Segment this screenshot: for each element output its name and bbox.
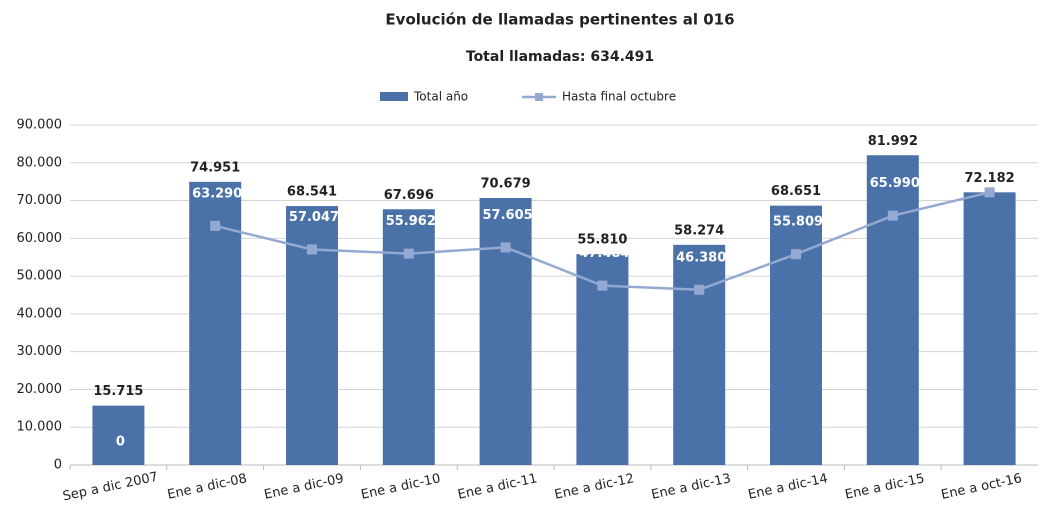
line-value-label: 65.990	[870, 176, 920, 191]
line-value-label: 57.047	[289, 210, 339, 225]
chart-title: Evolución de llamadas pertinentes al 016	[385, 11, 734, 29]
y-tick-label: 90.000	[17, 118, 63, 133]
y-tick-label: 60.000	[17, 231, 63, 246]
y-tick-label: 40.000	[17, 306, 63, 321]
x-tick-label: Ene a dic-13	[650, 471, 732, 503]
x-tick-label: Sep a dic 2007	[61, 470, 159, 505]
y-tick-label: 0	[54, 458, 62, 473]
line-marker	[500, 242, 511, 253]
line-marker	[403, 248, 414, 259]
legend-label: Total año	[413, 90, 468, 104]
legend-label: Hasta final octubre	[562, 90, 676, 104]
line-value-label: 63.290	[192, 186, 242, 201]
bar	[963, 192, 1016, 465]
x-tick-label: Ene a dic-11	[456, 471, 538, 503]
bar-value-label: 67.696	[384, 188, 434, 203]
bar-value-label: 68.651	[771, 184, 821, 199]
line-marker	[210, 220, 221, 231]
line-value-label: 0	[116, 435, 125, 450]
y-tick-label: 50.000	[17, 269, 63, 284]
legend-swatch	[380, 92, 408, 101]
chart-subtitle: Total llamadas: 634.491	[466, 49, 654, 65]
bar	[673, 244, 726, 465]
line-marker	[694, 284, 705, 295]
bar-value-label: 74.951	[190, 160, 240, 175]
line-marker	[887, 210, 898, 221]
line-value-label: 47.484	[579, 246, 629, 261]
bar	[866, 155, 919, 465]
y-tick-label: 20.000	[17, 382, 63, 397]
x-tick-label: Ene a dic-15	[844, 471, 926, 503]
bar-value-label: 70.679	[481, 176, 531, 191]
x-tick-label: Ene a oct-16	[940, 471, 1023, 503]
line-value-label: 46.380	[676, 250, 726, 265]
line-value-label: 55.809	[773, 215, 823, 230]
line-value-label: 57.605	[483, 208, 533, 223]
y-tick-label: 30.000	[17, 344, 63, 359]
bar-value-label: 55.810	[577, 233, 627, 248]
bar-value-label: 72.182	[965, 171, 1015, 186]
bar	[382, 209, 435, 465]
x-tick-label: Ene a dic-10	[360, 471, 442, 503]
bar	[92, 405, 145, 465]
x-tick-label: Ene a dic-12	[553, 471, 635, 503]
bar-value-label: 68.541	[287, 185, 337, 200]
bar-value-label: 81.992	[868, 134, 918, 149]
line-marker	[984, 187, 995, 198]
bar	[479, 197, 532, 465]
line-value-label: 55.962	[386, 214, 436, 229]
x-tick-label: Ene a dic-08	[166, 471, 248, 503]
bar-value-label: 58.274	[674, 223, 724, 238]
legend-marker	[535, 93, 543, 101]
x-tick-label: Ene a dic-14	[747, 471, 829, 503]
line-marker	[791, 249, 801, 260]
y-tick-label: 70.000	[17, 193, 63, 208]
bar	[770, 205, 822, 465]
bar-value-label: 15.715	[93, 384, 143, 399]
x-tick-label: Ene a dic-09	[263, 471, 345, 503]
y-tick-label: 10.000	[17, 420, 63, 435]
line-marker	[597, 280, 608, 291]
y-tick-label: 80.000	[17, 155, 63, 170]
line-marker	[307, 244, 317, 255]
